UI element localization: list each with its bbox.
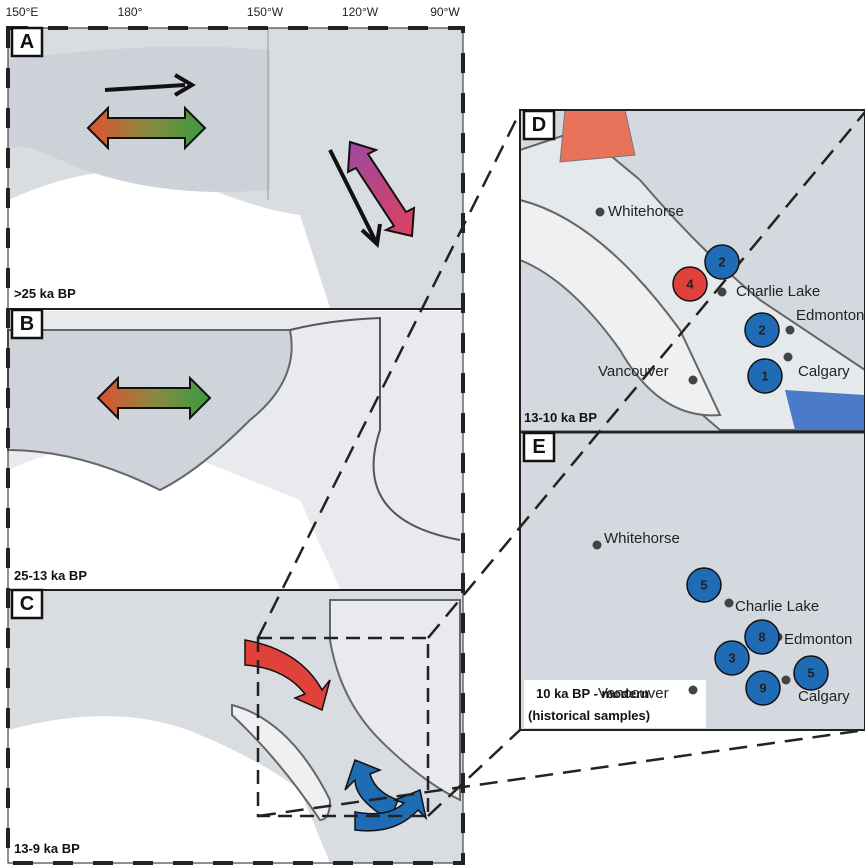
city-dot: [725, 599, 734, 608]
panel-letter: A: [20, 31, 34, 53]
panel-a-map: [8, 28, 463, 308]
panel-letter: B: [20, 313, 34, 335]
city-dot: [786, 326, 795, 335]
panel-letter: C: [20, 593, 34, 615]
figure: 150°E 180° 150°W 120°W 90°W A >25 ka BP B 25-13 …: [0, 0, 865, 867]
city-dot: [718, 288, 727, 297]
city-label: Calgary: [798, 363, 850, 380]
city-dot: [782, 676, 791, 685]
panel-b-map: [8, 311, 463, 589]
city-dot: [593, 541, 602, 550]
city-label: Charlie Lake: [735, 598, 819, 615]
city-label: Edmonton: [796, 307, 864, 324]
axis-label: 150°W: [247, 5, 284, 19]
sample-count: 2: [718, 255, 725, 270]
city-label: Calgary: [798, 688, 850, 705]
sample-count: 2: [758, 323, 765, 338]
city-label: Edmonton: [784, 631, 852, 648]
panel-letter: E: [532, 436, 545, 458]
panel-caption: 13-9 ka BP: [14, 841, 80, 856]
city-label: Whitehorse: [608, 203, 684, 220]
panel-caption: 25-13 ka BP: [14, 568, 87, 583]
city-label: Charlie Lake: [736, 283, 820, 300]
sample-count: 3: [728, 651, 735, 666]
axis-label: 150°E: [6, 5, 39, 19]
panel-letter: D: [532, 114, 546, 136]
axis-label: 120°W: [342, 5, 379, 19]
sample-count: 8: [758, 630, 765, 645]
sample-count: 1: [761, 369, 768, 384]
panel-c-map: [8, 590, 463, 863]
city-dot: [689, 686, 698, 695]
city-dot: [784, 353, 793, 362]
city-label: Vancouver: [598, 363, 669, 380]
axis-label: 180°: [118, 5, 143, 19]
city-dot: [596, 208, 605, 217]
city-label: Whitehorse: [604, 530, 680, 547]
panel-caption: 13-10 ka BP: [524, 410, 597, 425]
sample-count: 9: [759, 681, 766, 696]
panel-caption: (historical samples): [528, 708, 650, 723]
sample-count: 5: [807, 666, 814, 681]
panel-caption: >25 ka BP: [14, 286, 76, 301]
sample-count: 5: [700, 578, 707, 593]
city-dot: [689, 376, 698, 385]
axis-label: 90°W: [430, 5, 460, 19]
sample-count: 4: [686, 277, 694, 292]
city-label: Vancouver: [598, 685, 669, 702]
